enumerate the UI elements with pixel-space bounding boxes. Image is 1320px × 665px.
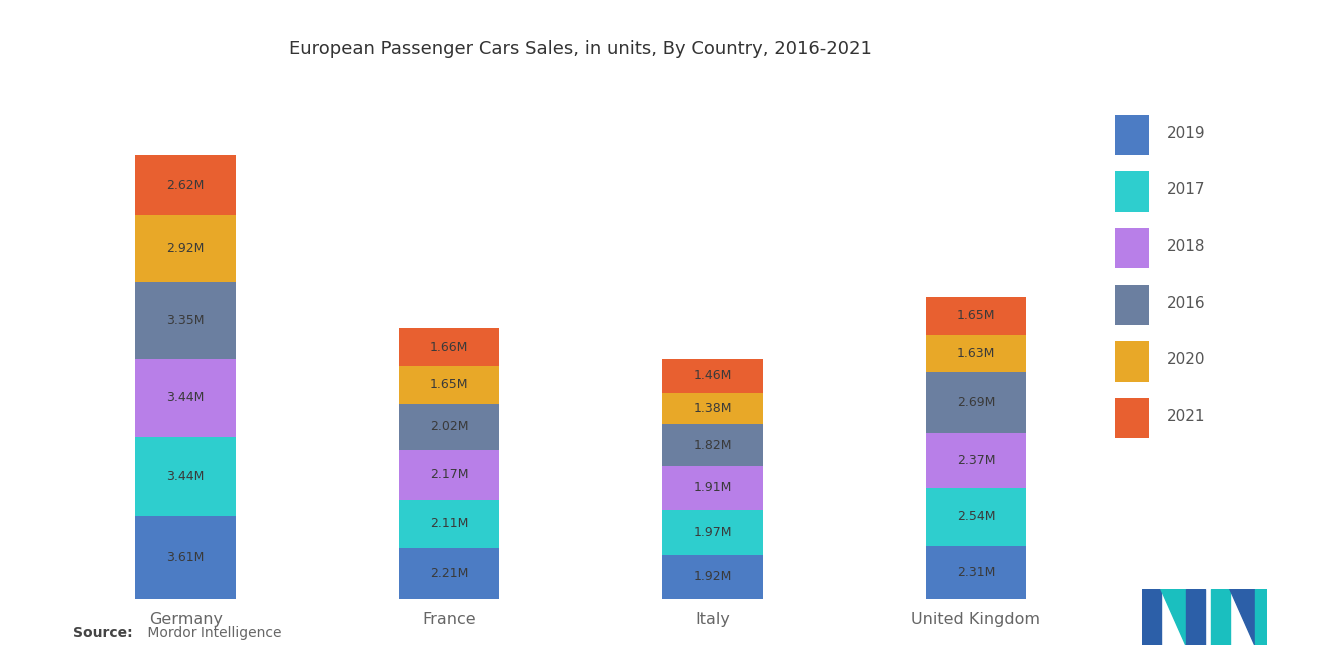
Bar — [925, 372, 1026, 434]
Polygon shape — [1230, 589, 1254, 645]
Bar — [136, 358, 236, 437]
Text: 2.37M: 2.37M — [957, 454, 995, 467]
Bar — [663, 392, 763, 424]
Text: 2.17M: 2.17M — [430, 468, 469, 481]
Bar — [136, 215, 236, 282]
Bar — [399, 499, 499, 548]
FancyBboxPatch shape — [1115, 285, 1148, 325]
Bar — [136, 282, 236, 358]
Bar — [925, 434, 1026, 487]
Text: 3.61M: 3.61M — [166, 551, 205, 564]
Polygon shape — [1210, 589, 1230, 645]
Bar — [925, 297, 1026, 334]
Bar — [925, 487, 1026, 546]
Text: Mordor Intelligence: Mordor Intelligence — [143, 626, 281, 640]
Bar — [136, 516, 236, 598]
Polygon shape — [1160, 589, 1185, 645]
Text: 1.65M: 1.65M — [430, 378, 469, 392]
Bar — [399, 366, 499, 404]
Text: 1.63M: 1.63M — [957, 346, 995, 360]
Bar — [399, 328, 499, 366]
Text: 3.44M: 3.44M — [166, 392, 205, 404]
Text: 2.31M: 2.31M — [957, 565, 995, 579]
Text: 1.65M: 1.65M — [957, 309, 995, 322]
Text: 2.69M: 2.69M — [957, 396, 995, 409]
Text: 1.91M: 1.91M — [693, 481, 731, 494]
Text: 2016: 2016 — [1167, 295, 1205, 311]
Bar — [663, 424, 763, 465]
Text: 1.97M: 1.97M — [693, 525, 731, 539]
Text: European Passenger Cars Sales, in units, By Country, 2016-2021: European Passenger Cars Sales, in units,… — [289, 40, 873, 58]
Bar — [663, 555, 763, 598]
Text: 1.82M: 1.82M — [693, 438, 731, 452]
Bar — [925, 334, 1026, 372]
Text: 1.92M: 1.92M — [693, 570, 731, 583]
Polygon shape — [1254, 589, 1267, 645]
Text: 2.02M: 2.02M — [430, 420, 469, 434]
Bar — [925, 546, 1026, 598]
Text: 3.35M: 3.35M — [166, 314, 205, 327]
Text: 2.92M: 2.92M — [166, 242, 205, 255]
Bar — [663, 509, 763, 555]
Text: 3.44M: 3.44M — [166, 470, 205, 483]
Text: 1.66M: 1.66M — [430, 340, 469, 354]
Bar — [663, 465, 763, 509]
Bar — [136, 437, 236, 516]
Text: 2019: 2019 — [1167, 126, 1205, 140]
Bar — [399, 404, 499, 450]
FancyBboxPatch shape — [1115, 228, 1148, 269]
Text: 2.54M: 2.54M — [957, 510, 995, 523]
Polygon shape — [1185, 589, 1204, 645]
FancyBboxPatch shape — [1115, 341, 1148, 382]
Polygon shape — [1142, 589, 1160, 645]
Text: 2.11M: 2.11M — [430, 517, 469, 530]
Bar — [136, 155, 236, 215]
Bar — [399, 548, 499, 598]
Text: 1.46M: 1.46M — [693, 370, 731, 382]
FancyBboxPatch shape — [1115, 172, 1148, 211]
Text: 2021: 2021 — [1167, 409, 1205, 424]
Text: 2018: 2018 — [1167, 239, 1205, 254]
Text: 1.38M: 1.38M — [693, 402, 731, 415]
Bar — [663, 359, 763, 392]
Text: 2.62M: 2.62M — [166, 179, 205, 192]
Text: 2017: 2017 — [1167, 182, 1205, 198]
FancyBboxPatch shape — [1115, 398, 1148, 438]
Text: 2020: 2020 — [1167, 352, 1205, 367]
FancyBboxPatch shape — [1115, 114, 1148, 155]
Text: Source:: Source: — [73, 626, 132, 640]
Bar — [399, 450, 499, 499]
Text: 2.21M: 2.21M — [430, 567, 469, 580]
